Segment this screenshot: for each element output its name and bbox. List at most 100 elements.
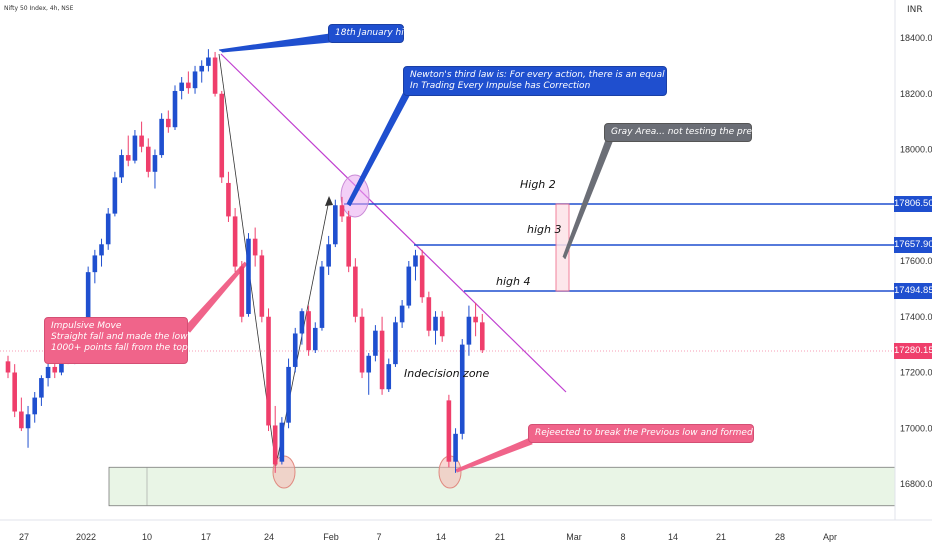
price-badge-17657: 17657.90 [894, 237, 932, 253]
indecision-zone-label: Indecision zone [404, 367, 490, 380]
candle [346, 210, 351, 273]
candle [206, 49, 211, 72]
x-tick-label: Mar [566, 532, 582, 542]
price-badge-last: 17280.15 [894, 343, 932, 359]
y-tick-label: 17600.00 [900, 256, 932, 266]
annotation-impulse-line1: Impulsive Move [51, 321, 122, 331]
x-tick-label: 7 [376, 532, 381, 542]
candle [12, 364, 17, 418]
candle [413, 249, 418, 281]
candle [466, 305, 472, 356]
candle [25, 405, 31, 448]
candle [172, 85, 178, 130]
candle [312, 322, 318, 353]
candle [399, 300, 405, 328]
candle [359, 308, 365, 379]
x-tick-label: 21 [495, 532, 505, 542]
support-zone-layer [108, 466, 896, 507]
candle [459, 339, 465, 440]
annotation-newton-line1: Newton's third law is: For every action,… [410, 70, 766, 80]
candle [306, 305, 311, 356]
candle [145, 138, 151, 178]
x-tick-label: Apr [823, 532, 837, 542]
y-tick-label: 18000.00 [900, 145, 932, 155]
candle [386, 358, 392, 393]
candle [326, 235, 331, 275]
candle [132, 129, 138, 164]
candle [433, 311, 438, 345]
candle [179, 77, 184, 100]
candle [159, 113, 164, 158]
y-tick-label: 18400.00 [900, 33, 932, 43]
support-zone [108, 466, 896, 507]
candle [446, 394, 452, 468]
candle [272, 405, 278, 473]
x-tick-label: 24 [264, 532, 274, 542]
candle [379, 316, 385, 395]
candle [19, 397, 24, 432]
candle [125, 135, 131, 167]
candle [479, 313, 485, 353]
candle [252, 227, 258, 267]
annotation-impulse[interactable]: Impulsive Move Straight fall and made th… [44, 317, 234, 364]
candle [333, 199, 338, 248]
annotation-impulse-line2: Straight fall and made the low of 16,836 [51, 332, 234, 342]
candle [366, 352, 372, 395]
candle [286, 358, 291, 429]
y-tick-label: 18200.00 [900, 89, 932, 99]
candle [219, 90, 225, 183]
candle [166, 110, 171, 133]
candle [45, 361, 51, 387]
candle [319, 261, 325, 331]
candle [279, 417, 285, 465]
candle [373, 325, 378, 362]
price-badge-17806: 17806.50 [894, 196, 932, 212]
annotation-gray-area-text: Gray Area... not testing the previous hi… [611, 127, 799, 137]
annotation-gray-area[interactable]: Gray Area... not testing the previous hi… [604, 123, 798, 142]
high2-label: High 2 [520, 178, 556, 191]
candle [212, 51, 218, 97]
candle [393, 316, 398, 367]
trendline-descending [220, 53, 567, 393]
symbol-title: Nifty 50 Index, 4h, NSE [4, 5, 74, 12]
callout-pointer-gray [562, 139, 613, 260]
x-tick-label: 8 [620, 532, 625, 542]
price-axis: 16800.00 17000.00 17200.00 17400.00 17600.00… [894, 0, 932, 520]
candle [39, 375, 44, 406]
candle [112, 171, 118, 217]
arrow-head-up [325, 196, 333, 206]
candle [105, 208, 111, 250]
y-tick-label: 17400.00 [900, 312, 932, 322]
price-badge-17494: 17494.85 [894, 283, 932, 299]
candle [419, 249, 425, 303]
candle [192, 65, 198, 94]
x-tick-label: 14 [436, 532, 446, 542]
candle [299, 308, 305, 345]
candle [226, 171, 231, 222]
y-tick-label: 17000.00 [900, 423, 932, 433]
annotation-newton-line2: In Trading Every Impulse has Correction [410, 81, 591, 91]
candle [5, 355, 11, 379]
candle [259, 249, 265, 323]
annotation-rejected[interactable]: Rejeected to break the Previous low and … [528, 424, 840, 443]
candle [119, 149, 124, 183]
candle [139, 121, 144, 153]
candle [186, 71, 191, 94]
y-tick-label: 16800.00 [900, 479, 932, 489]
candle [32, 392, 38, 423]
candle [239, 261, 245, 323]
drawings-layer [0, 33, 895, 489]
x-tick-label: 14 [668, 532, 678, 542]
annotation-jan-high[interactable]: 18th January high 18,350 [328, 24, 450, 43]
candle [353, 258, 358, 323]
candle [246, 233, 251, 317]
y-tick-label: 17200.00 [900, 368, 932, 378]
callout-pointer-newton [346, 91, 411, 207]
x-tick-label: 17 [201, 532, 211, 542]
annotation-newton[interactable]: Newton's third law is: For every action,… [403, 66, 766, 96]
currency-label[interactable]: INR [907, 5, 923, 15]
candle [92, 249, 98, 284]
candle [339, 196, 345, 222]
annotation-rejected-text: Rejeected to break the Previous low and … [535, 428, 840, 438]
